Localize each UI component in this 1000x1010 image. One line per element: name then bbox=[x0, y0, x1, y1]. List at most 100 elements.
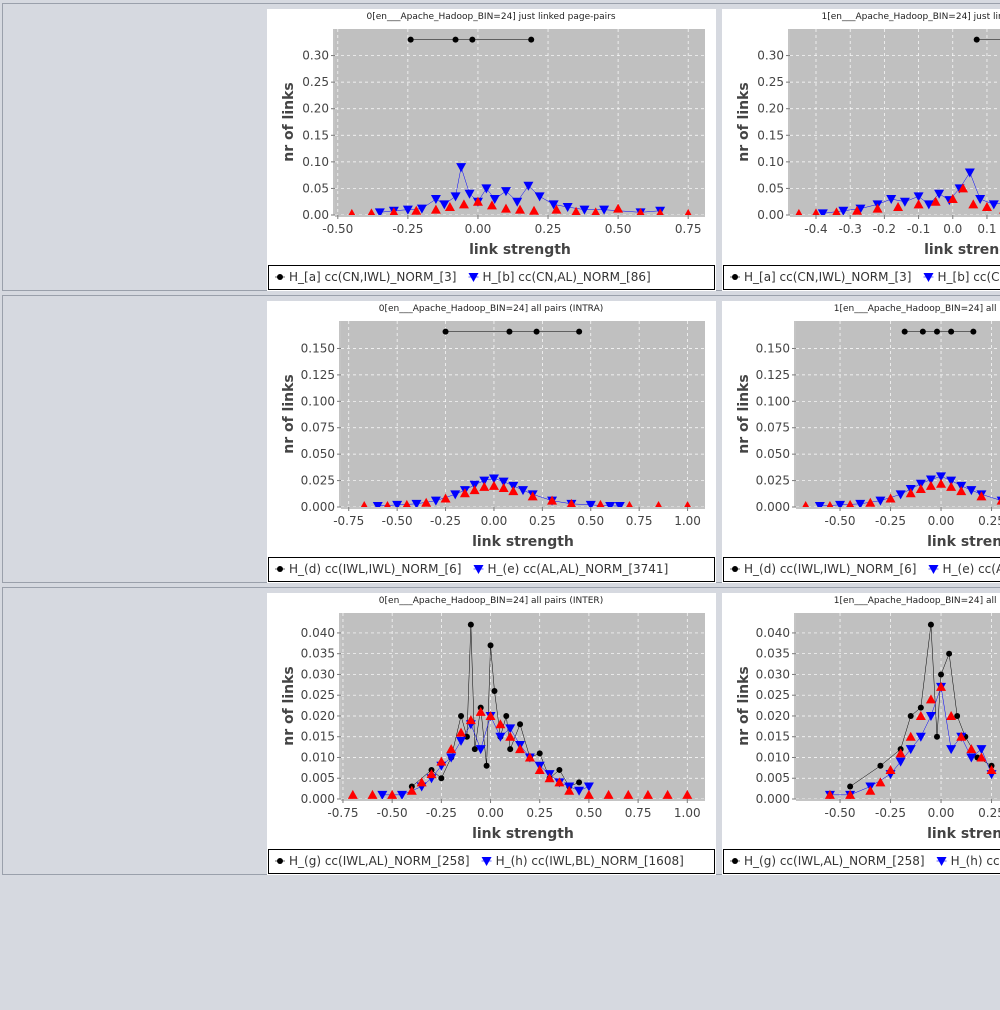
point bbox=[913, 192, 924, 202]
point bbox=[481, 184, 492, 194]
plot-marks bbox=[348, 36, 692, 215]
point bbox=[927, 621, 934, 628]
point bbox=[936, 478, 947, 488]
x-tick-label: 0.1 bbox=[977, 222, 996, 236]
point bbox=[923, 200, 934, 210]
y-tick-label: 0.150 bbox=[301, 341, 335, 355]
x-tick-label: -0.50 bbox=[825, 806, 856, 820]
point bbox=[642, 789, 653, 799]
point bbox=[964, 168, 975, 178]
chart: 0[en___Apache_Hadoop_BIN=24] all pairs (… bbox=[267, 593, 716, 875]
point bbox=[662, 789, 673, 799]
point bbox=[571, 206, 581, 215]
x-tick-label: 0.75 bbox=[626, 514, 653, 528]
legend-label: H_(h) cc(IWL,BL)_NORM_[1608] bbox=[951, 854, 1000, 868]
point bbox=[886, 195, 897, 205]
point bbox=[905, 745, 916, 755]
point bbox=[529, 205, 540, 215]
x-tick-label: 0.50 bbox=[605, 222, 632, 236]
point bbox=[846, 499, 855, 507]
point bbox=[534, 192, 545, 202]
legend-box bbox=[268, 557, 715, 582]
point bbox=[946, 710, 957, 720]
x-tick-label: 0.00 bbox=[477, 806, 504, 820]
point bbox=[832, 207, 841, 215]
y-tick-label: 0.025 bbox=[756, 688, 790, 702]
point bbox=[976, 491, 987, 501]
legend-label: H_(g) cc(IWL,AL)_NORM_[258] bbox=[289, 854, 470, 868]
point bbox=[506, 328, 513, 335]
point bbox=[348, 208, 356, 215]
y-tick-label: 0.000 bbox=[756, 500, 790, 514]
legend-marker bbox=[732, 274, 738, 280]
point bbox=[925, 480, 936, 490]
y-tick-label: 0.020 bbox=[301, 709, 335, 723]
x-tick-label: -0.50 bbox=[825, 514, 856, 528]
legend-marker bbox=[732, 566, 738, 572]
x-tick-label: -0.50 bbox=[382, 514, 413, 528]
point bbox=[975, 195, 986, 205]
point bbox=[416, 204, 427, 214]
plot-marks bbox=[795, 36, 1000, 215]
point bbox=[495, 732, 506, 742]
point bbox=[500, 187, 511, 197]
point bbox=[845, 789, 856, 799]
point bbox=[463, 733, 470, 740]
plot-marks bbox=[360, 328, 691, 507]
y-tick-label: 0.010 bbox=[301, 750, 335, 764]
point bbox=[367, 789, 378, 799]
point bbox=[402, 499, 411, 507]
x-tick-label: -0.75 bbox=[333, 514, 364, 528]
x-axis-title: link strength bbox=[472, 826, 574, 842]
point bbox=[599, 205, 610, 215]
y-tick-label: 0.030 bbox=[756, 667, 790, 681]
x-axis-title: link strength bbox=[927, 534, 1000, 550]
point bbox=[956, 731, 967, 741]
point bbox=[416, 777, 427, 787]
point bbox=[556, 766, 563, 773]
y-tick-label: 0.005 bbox=[301, 771, 335, 785]
y-tick-label: 0.100 bbox=[756, 394, 790, 408]
point bbox=[411, 499, 422, 507]
point bbox=[574, 786, 585, 796]
point bbox=[505, 731, 516, 741]
y-tick-label: 0.25 bbox=[757, 75, 784, 89]
point bbox=[684, 208, 692, 215]
point bbox=[948, 328, 955, 335]
point bbox=[430, 195, 441, 205]
point bbox=[479, 476, 490, 486]
point bbox=[456, 163, 467, 173]
point bbox=[966, 753, 977, 763]
point bbox=[512, 197, 523, 207]
x-tick-label: -0.3 bbox=[838, 222, 861, 236]
point bbox=[946, 476, 957, 486]
x-axis-title: link strength bbox=[927, 826, 1000, 842]
point bbox=[623, 789, 634, 799]
x-tick-label: 0.0 bbox=[943, 222, 962, 236]
point bbox=[518, 486, 528, 496]
point bbox=[446, 753, 457, 763]
point bbox=[583, 782, 594, 792]
point bbox=[583, 789, 594, 799]
x-tick-label: 0.00 bbox=[928, 806, 955, 820]
point bbox=[826, 500, 834, 507]
y-tick-label: 0.050 bbox=[756, 447, 790, 461]
point bbox=[446, 744, 457, 754]
y-tick-label: 0.040 bbox=[756, 626, 790, 640]
point bbox=[885, 764, 896, 774]
x-axis-title: link strength bbox=[472, 534, 574, 550]
legend-label: H_[b] cc(CN,AL)_NORM_[86] bbox=[937, 270, 1000, 284]
series-line bbox=[822, 171, 1000, 214]
point bbox=[613, 203, 624, 213]
y-axis-title: nr of links bbox=[281, 374, 297, 454]
y-tick-label: 0.10 bbox=[302, 155, 329, 169]
x-tick-label: 1.00 bbox=[674, 514, 701, 528]
y-tick-label: 0.30 bbox=[757, 49, 784, 63]
point bbox=[996, 498, 1000, 505]
x-axis-title: link strength bbox=[924, 242, 1000, 258]
y-tick-label: 0.05 bbox=[757, 181, 784, 195]
point bbox=[835, 500, 846, 507]
point bbox=[458, 199, 469, 209]
point bbox=[838, 206, 849, 215]
point bbox=[495, 719, 506, 729]
